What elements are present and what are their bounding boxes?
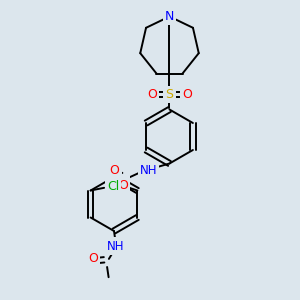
Text: N: N bbox=[165, 10, 174, 23]
Text: O: O bbox=[118, 178, 128, 192]
Text: NH: NH bbox=[107, 239, 124, 253]
Text: O: O bbox=[147, 88, 157, 101]
Text: O: O bbox=[110, 164, 119, 177]
Text: O: O bbox=[88, 251, 98, 265]
Text: NH: NH bbox=[140, 164, 157, 177]
Text: Cl: Cl bbox=[107, 180, 119, 194]
Text: S: S bbox=[166, 88, 173, 101]
Text: O: O bbox=[182, 88, 192, 101]
